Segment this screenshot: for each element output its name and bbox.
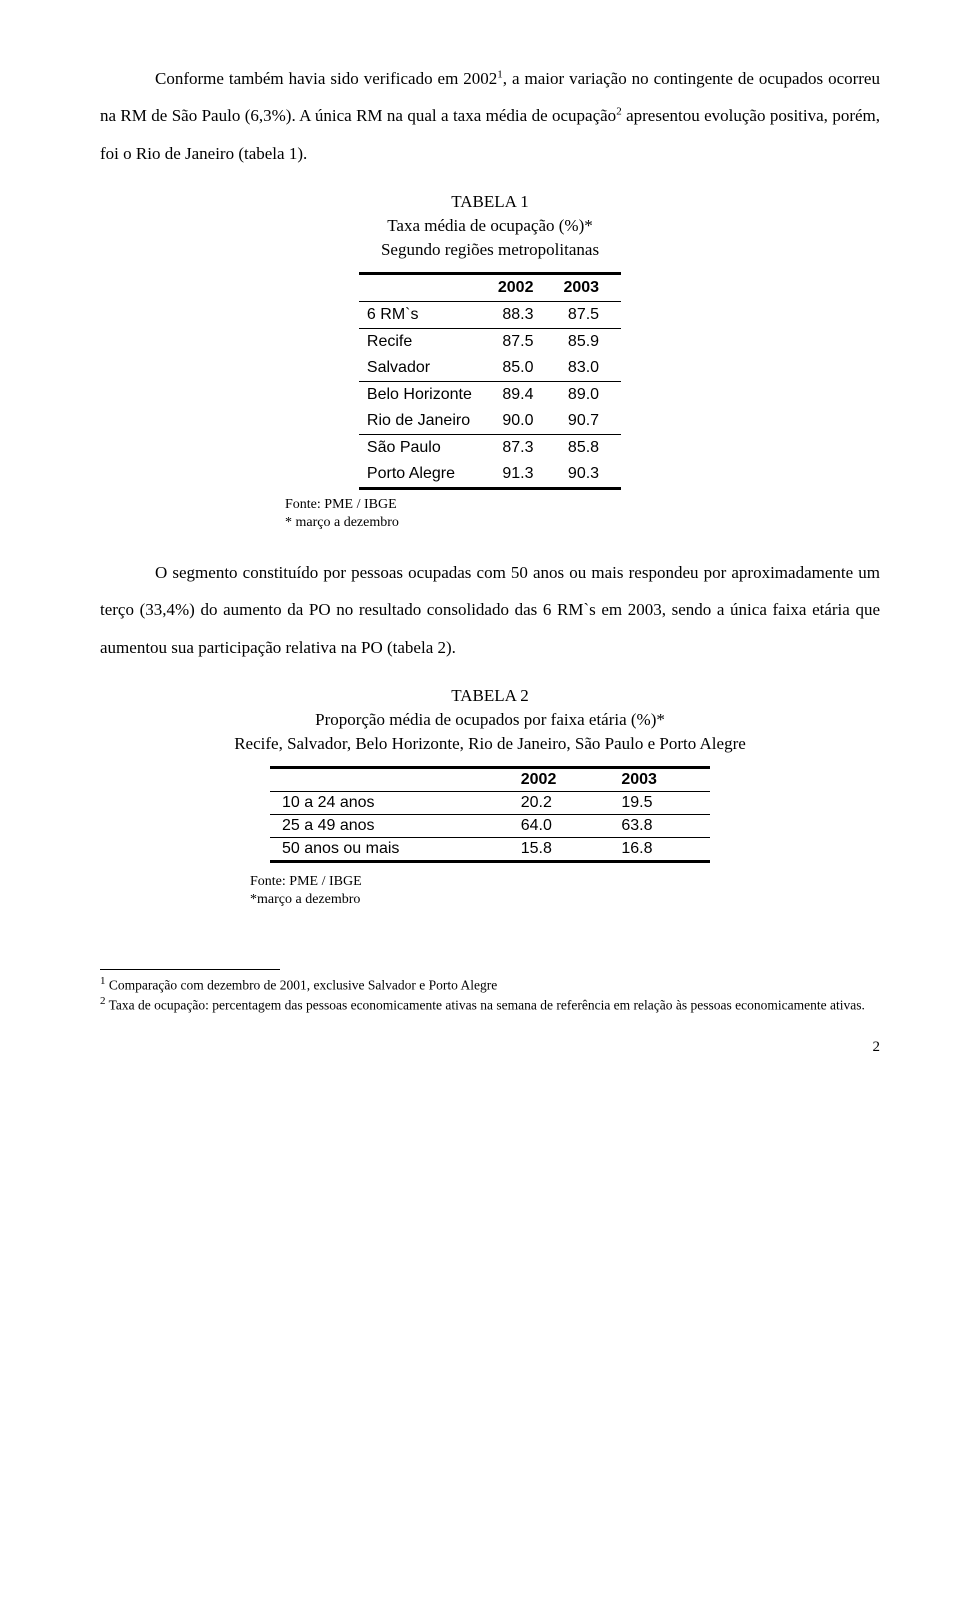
t2-r0-label: 10 a 24 anos xyxy=(270,791,509,814)
t1-r6-c2: 90.3 xyxy=(555,461,621,489)
t1-r0-c2: 87.5 xyxy=(555,301,621,328)
fn1-text: Comparação com dezembro de 2001, exclusi… xyxy=(106,977,498,992)
t1-r6-c1: 91.3 xyxy=(490,461,556,489)
footnote-rule xyxy=(100,969,280,970)
t1-h2: 2003 xyxy=(555,273,621,301)
t1-r4-c2: 90.7 xyxy=(555,408,621,435)
t1-r3-c2: 89.0 xyxy=(555,381,621,408)
t1-r2-label: Salvador xyxy=(359,355,490,382)
t2-cap-l2: *março a dezembro xyxy=(250,892,360,907)
t1-r1-c1: 87.5 xyxy=(490,328,556,355)
t1-r1-c2: 85.9 xyxy=(555,328,621,355)
t1-cap-l2: * março a dezembro xyxy=(285,515,399,530)
t2-r0-c1: 20.2 xyxy=(509,791,610,814)
p2-text: O segmento constituído por pessoas ocupa… xyxy=(100,563,880,657)
fn2-text: Taxa de ocupação: percentagem das pessoa… xyxy=(106,997,865,1012)
t1-r5-c1: 87.3 xyxy=(490,434,556,461)
table-1: 2002 2003 6 RM`s 88.3 87.5 Recife 87.5 8… xyxy=(359,272,621,490)
table-2: 2002 2003 10 a 24 anos 20.2 19.5 25 a 49… xyxy=(270,766,710,863)
table1-title-line2: Taxa média de ocupação (%)* xyxy=(387,216,593,235)
t1-r0-c1: 88.3 xyxy=(490,301,556,328)
t1-r2-c1: 85.0 xyxy=(490,355,556,382)
footnote-2: 2 Taxa de ocupação: percentagem das pess… xyxy=(100,994,880,1014)
t1-r1-label: Recife xyxy=(359,328,490,355)
t2-r2-c1: 15.8 xyxy=(509,837,610,861)
t1-h1: 2002 xyxy=(490,273,556,301)
t1-r5-label: São Paulo xyxy=(359,434,490,461)
paragraph-1: Conforme também havia sido verificado em… xyxy=(100,60,880,172)
t2-h2: 2003 xyxy=(609,767,710,791)
paragraph-2: O segmento constituído por pessoas ocupa… xyxy=(100,554,880,666)
t2-r1-c1: 64.0 xyxy=(509,814,610,837)
t1-cap-l1: Fonte: PME / IBGE xyxy=(285,497,397,512)
table1-title-line1: TABELA 1 xyxy=(451,192,529,211)
footnote-1: 1 Comparação com dezembro de 2001, exclu… xyxy=(100,974,880,994)
t1-r4-c1: 90.0 xyxy=(490,408,556,435)
table2-title-line2: Proporção média de ocupados por faixa et… xyxy=(315,710,665,729)
t1-r3-label: Belo Horizonte xyxy=(359,381,490,408)
table2-title: TABELA 2 Proporção média de ocupados por… xyxy=(100,684,880,755)
t2-r2-label: 50 anos ou mais xyxy=(270,837,509,861)
t1-r5-c2: 85.8 xyxy=(555,434,621,461)
t1-r3-c1: 89.4 xyxy=(490,381,556,408)
table1-title: TABELA 1 Taxa média de ocupação (%)* Seg… xyxy=(100,190,880,261)
t1-r6-label: Porto Alegre xyxy=(359,461,490,489)
table2-title-line1: TABELA 2 xyxy=(451,686,529,705)
t2-r0-c2: 19.5 xyxy=(609,791,710,814)
t2-h1: 2002 xyxy=(509,767,610,791)
t1-r4-label: Rio de Janeiro xyxy=(359,408,490,435)
t1-r2-c2: 83.0 xyxy=(555,355,621,382)
table1-title-line3: Segundo regiões metropolitanas xyxy=(381,240,599,259)
t2-r2-c2: 16.8 xyxy=(609,837,710,861)
t2-r1-c2: 63.8 xyxy=(609,814,710,837)
page-number: 2 xyxy=(100,1039,880,1056)
t1-r0-label: 6 RM`s xyxy=(359,301,490,328)
table1-caption: Fonte: PME / IBGE * março a dezembro xyxy=(285,496,880,532)
table2-title-line3: Recife, Salvador, Belo Horizonte, Rio de… xyxy=(234,734,746,753)
table2-caption: Fonte: PME / IBGE *março a dezembro xyxy=(250,873,880,909)
t2-cap-l1: Fonte: PME / IBGE xyxy=(250,874,362,889)
t2-r1-label: 25 a 49 anos xyxy=(270,814,509,837)
p1-text-a: Conforme também havia sido verificado em… xyxy=(155,69,497,88)
